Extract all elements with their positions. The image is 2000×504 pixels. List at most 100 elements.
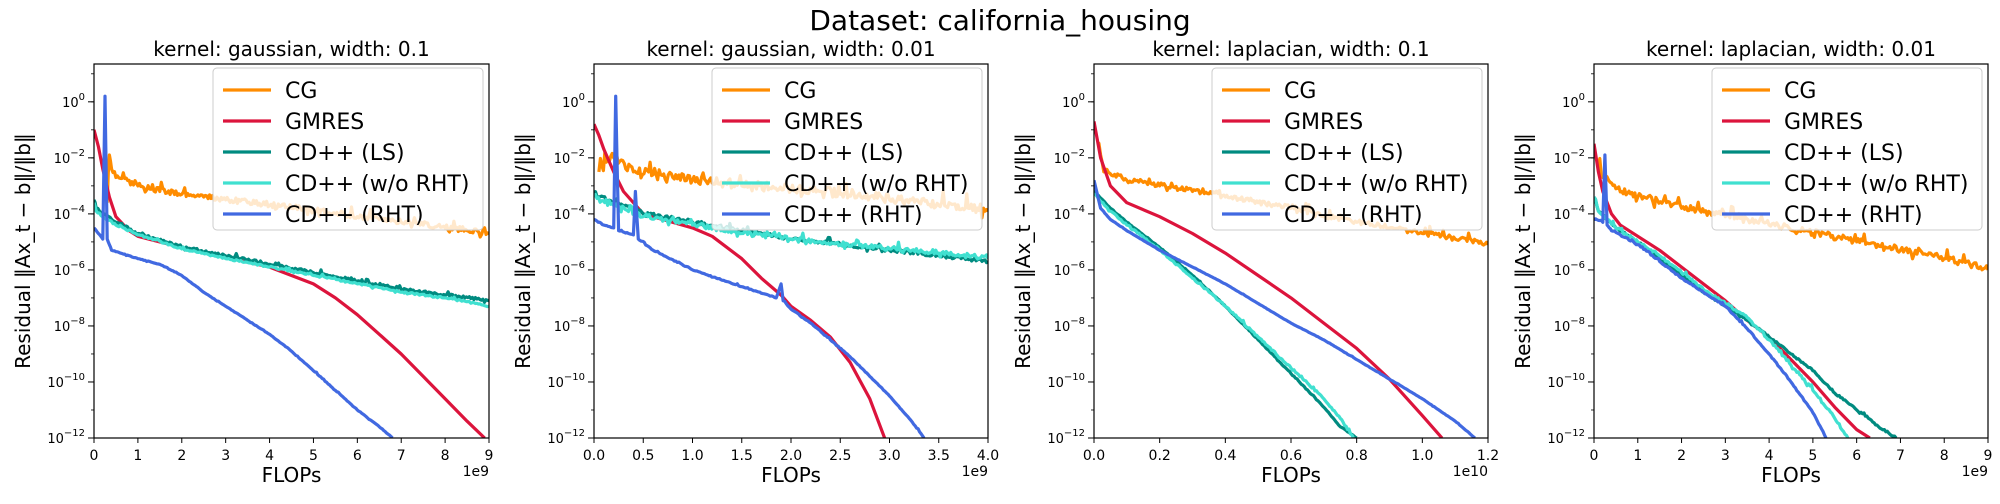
chart-title: kernel: gaussian, width: 0.01 <box>646 37 935 61</box>
x-tick-label: 2 <box>177 448 186 464</box>
y-tick-label: 100 <box>62 92 85 111</box>
y-tick-label: 10−2 <box>1054 148 1085 167</box>
x-tick-label: 0.0 <box>583 448 605 464</box>
x-tick-label: 8 <box>441 448 450 464</box>
series-group <box>1094 121 1488 438</box>
legend-label: CD++ (LS) <box>1784 141 1904 166</box>
series-line-cd-w-o-rht <box>1594 196 1850 438</box>
y-tick-label: 10−4 <box>1554 204 1585 223</box>
legend-label: CD++ (w/o RHT) <box>1784 172 1968 197</box>
x-tick-label: 6 <box>1852 448 1861 464</box>
x-tick-label: 1.0 <box>681 448 703 464</box>
y-tick-label: 10−10 <box>547 372 585 391</box>
y-tick-label: 100 <box>1562 92 1585 111</box>
x-tick-label: 1 <box>133 448 142 464</box>
figure-title: Dataset: california_housing <box>809 4 1191 37</box>
x-axis-label: FLOPs <box>1761 463 1821 487</box>
x-exponent-label: 1e9 <box>463 464 489 480</box>
legend-label: GMRES <box>1784 110 1863 135</box>
legend-label: CG <box>1784 79 1816 104</box>
chart-title: kernel: laplacian, width: 0.1 <box>1152 37 1429 61</box>
x-tick-label: 2 <box>1677 448 1686 464</box>
legend-label: CD++ (LS) <box>285 141 405 166</box>
y-tick-exponent: −8 <box>70 316 85 327</box>
y-tick-label: 10−4 <box>1054 204 1085 223</box>
y-tick-label: 10−6 <box>1054 260 1085 279</box>
y-tick-label: 10−12 <box>1547 428 1585 447</box>
y-tick-label: 10−8 <box>1054 316 1085 335</box>
y-tick-exponent: −8 <box>1570 316 1585 327</box>
x-tick-label: 0.2 <box>1149 448 1171 464</box>
y-tick-label: 10−6 <box>54 260 85 279</box>
x-tick-label: 0 <box>90 448 99 464</box>
y-tick-exponent: −2 <box>1070 148 1085 159</box>
x-tick-label: 5 <box>1808 448 1817 464</box>
y-tick-exponent: −12 <box>564 428 585 439</box>
x-tick-label: 1.2 <box>1477 448 1499 464</box>
series-line-cd-w-o-rht <box>594 193 988 261</box>
chart-title: kernel: gaussian, width: 0.1 <box>153 37 429 61</box>
y-tick-exponent: −10 <box>1064 372 1085 383</box>
legend-label: GMRES <box>784 110 863 135</box>
y-tick-label: 10−6 <box>554 260 585 279</box>
series-line-cd-ls <box>1594 196 1898 438</box>
x-tick-label: 0.5 <box>632 448 654 464</box>
y-tick-exponent: −10 <box>564 372 585 383</box>
series-line-cg <box>1596 156 1988 272</box>
y-tick-label: 10−10 <box>1547 372 1585 391</box>
y-tick-label: 10−8 <box>554 316 585 335</box>
x-tick-label: 4 <box>265 448 274 464</box>
y-tick-exponent: −4 <box>1570 204 1585 215</box>
series-line-cd-rht <box>1594 153 1828 438</box>
legend: CG GMRES CD++ (LS) CD++ (w/o RHT) CD++ (RHT) <box>1711 67 1983 231</box>
x-tick-label: 6 <box>353 448 362 464</box>
legend-box <box>1711 67 1983 231</box>
y-tick-exponent: −8 <box>1070 316 1085 327</box>
y-tick-exponent: −6 <box>1570 260 1585 271</box>
x-tick-label: 4 <box>1765 448 1774 464</box>
legend-label: GMRES <box>1284 110 1363 135</box>
series-line-cd-rht <box>1094 179 1476 438</box>
y-tick-label: 10−6 <box>1554 260 1585 279</box>
y-axis-label: Residual ‖Ax_t − b‖/‖b‖ <box>1511 133 1535 369</box>
legend-label: CD++ (w/o RHT) <box>1284 172 1468 197</box>
legend-label: CD++ (w/o RHT) <box>285 172 469 197</box>
chart-panel-3: kernel: laplacian, width: 0.1 0.0 0.2 0.4 0.… <box>1011 37 1499 487</box>
legend-label: CD++ (w/o RHT) <box>784 172 968 197</box>
x-axis-label: FLOPs <box>761 463 821 487</box>
series-line-cd-rht <box>594 94 926 438</box>
y-tick-exponent: 0 <box>79 92 85 103</box>
legend-box <box>212 67 484 231</box>
y-tick-exponent: 0 <box>579 92 585 103</box>
x-tick-label: 0.6 <box>1280 448 1302 464</box>
legend: CG GMRES CD++ (LS) CD++ (w/o RHT) CD++ (RHT) <box>212 67 484 231</box>
legend-label: CD++ (RHT) <box>285 203 424 228</box>
x-tick-label: 8 <box>1940 448 1949 464</box>
x-tick-label: 3 <box>1721 448 1730 464</box>
chart-title: kernel: laplacian, width: 0.01 <box>1646 37 1936 61</box>
legend-label: CD++ (RHT) <box>1784 203 1923 228</box>
series-line-cd-w-o-rht <box>94 202 489 309</box>
x-tick-label: 4.0 <box>977 448 999 464</box>
y-tick-exponent: −2 <box>70 148 85 159</box>
y-tick-exponent: −12 <box>1064 428 1085 439</box>
x-tick-label: 1.5 <box>731 448 753 464</box>
x-axis-label: FLOPs <box>262 463 322 487</box>
series-line-cd-w-o-rht <box>1094 192 1355 438</box>
x-tick-label: 0.0 <box>1083 448 1105 464</box>
y-tick-exponent: −2 <box>1570 148 1585 159</box>
y-tick-label: 10−8 <box>1554 316 1585 335</box>
legend-label: CG <box>285 79 317 104</box>
y-axis-label: Residual ‖Ax_t − b‖/‖b‖ <box>1011 133 1035 369</box>
x-tick-label: 2.0 <box>780 448 802 464</box>
x-exponent-label: 1e9 <box>962 464 988 480</box>
y-tick-exponent: −6 <box>70 260 85 271</box>
x-tick-label: 7 <box>397 448 406 464</box>
y-tick-label: 10−2 <box>54 148 85 167</box>
y-tick-label: 10−12 <box>1047 428 1085 447</box>
y-tick-exponent: 0 <box>1579 92 1585 103</box>
y-tick-exponent: −8 <box>570 316 585 327</box>
axes-frame <box>1593 63 1989 439</box>
